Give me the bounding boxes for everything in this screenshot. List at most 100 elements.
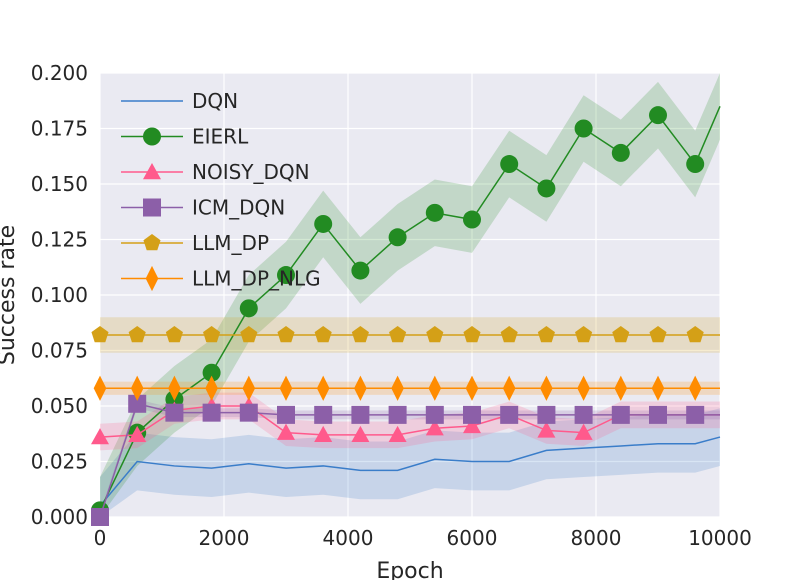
point-eierl (500, 155, 519, 174)
point-eierl (425, 203, 444, 222)
point-llm_dp (649, 325, 667, 343)
point-noisy_dqn (463, 416, 481, 434)
point-llm_dp (575, 325, 593, 343)
legend-label: NOISY_DQN (192, 160, 310, 184)
point-llm_dp_nlg (688, 375, 702, 401)
point-noisy_dqn (277, 423, 295, 440)
point-llm_dp_nlg (651, 375, 665, 401)
legend-label: EIERL (192, 125, 249, 149)
point-noisy_dqn (388, 425, 407, 443)
y-tick-label: 0.000 (31, 505, 88, 529)
x-tick-label: 8000 (571, 526, 622, 550)
point-icm_dqn (425, 405, 444, 424)
point-eierl (388, 228, 407, 247)
point-icm_dqn (314, 405, 333, 424)
point-llm_dp_nlg (242, 375, 256, 401)
point-eierl (463, 210, 481, 229)
y-axis-label: Success rate (0, 225, 20, 365)
point-eierl (611, 143, 630, 162)
point-noisy_dqn (351, 425, 370, 443)
point-icm_dqn (128, 394, 147, 413)
legend-marker (143, 127, 161, 146)
point-llm_dp (277, 325, 295, 343)
x-tick-label: 2000 (199, 526, 250, 550)
point-llm_dp_nlg (614, 375, 628, 401)
band-eierl (100, 73, 720, 517)
point-noisy_dqn (574, 423, 593, 440)
point-llm_dp (165, 325, 183, 343)
point-noisy_dqn (425, 419, 444, 436)
point-icm_dqn (388, 405, 407, 424)
x-tick-label: 6000 (447, 526, 498, 550)
y-tick-label: 0.200 (31, 61, 88, 85)
point-eierl (351, 261, 370, 280)
point-icm_dqn (463, 405, 481, 424)
y-tick-label: 0.075 (31, 339, 88, 363)
point-llm_dp (612, 325, 630, 343)
point-icm_dqn (277, 405, 295, 424)
point-icm_dqn (574, 405, 593, 424)
point-icm_dqn (611, 405, 630, 424)
point-llm_dp_nlg (391, 375, 404, 401)
point-llm_dp (351, 325, 369, 343)
y-tick-label: 0.100 (31, 283, 88, 307)
point-eierl (277, 266, 295, 285)
x-axis-label: Epoch (376, 559, 443, 580)
x-tick-label: 4000 (323, 526, 374, 550)
point-llm_dp (426, 325, 444, 343)
point-icm_dqn (500, 405, 519, 424)
legend-label: ICM_DQN (192, 196, 285, 220)
point-llm_dp (128, 325, 146, 343)
point-llm_dp_nlg (168, 375, 181, 401)
point-llm_dp (463, 325, 481, 343)
point-llm_dp_nlg (465, 375, 479, 401)
y-tick-label: 0.050 (31, 394, 88, 418)
point-llm_dp (203, 325, 221, 343)
line-dqn (99, 436, 721, 507)
point-eierl (574, 119, 593, 138)
legend-marker (143, 198, 161, 217)
point-icm_dqn (91, 508, 109, 526)
point-eierl (537, 179, 556, 198)
point-llm_dp_nlg (577, 375, 590, 401)
legend-marker (143, 234, 161, 251)
point-eierl (239, 299, 258, 318)
point-icm_dqn (649, 405, 667, 424)
point-llm_dp_nlg (428, 375, 442, 401)
point-llm_dp_nlg (502, 375, 516, 401)
y-tick-label: 0.150 (31, 172, 88, 196)
point-icm_dqn (686, 405, 705, 424)
legend-label: LLM_DP_NLG (192, 267, 321, 291)
point-llm_dp_nlg (130, 375, 144, 401)
point-eierl (202, 363, 221, 382)
point-llm_dp (389, 325, 407, 343)
point-llm_dp_nlg (354, 375, 367, 401)
point-eierl (649, 106, 667, 125)
point-eierl (314, 214, 333, 233)
point-llm_dp (500, 325, 518, 343)
point-llm_dp_nlg (93, 375, 107, 401)
legend-label: DQN (192, 89, 238, 113)
y-tick-label: 0.125 (31, 228, 88, 252)
point-icm_dqn (165, 403, 184, 422)
point-llm_dp_nlg (316, 375, 330, 401)
legend-marker (145, 265, 159, 292)
x-tick-label: 0 (94, 526, 107, 550)
point-llm_dp (240, 325, 258, 343)
point-llm_dp_nlg (540, 375, 553, 401)
x-tick-label: 10000 (688, 526, 752, 550)
point-llm_dp_nlg (205, 375, 218, 401)
point-llm_dp (314, 325, 332, 343)
y-tick-label: 0.025 (31, 450, 88, 474)
band-dqn (100, 408, 720, 517)
point-llm_dp_nlg (279, 375, 293, 401)
point-icm_dqn (239, 403, 258, 422)
point-icm_dqn (537, 405, 556, 424)
point-noisy_dqn (91, 428, 109, 445)
point-noisy_dqn (537, 421, 556, 438)
point-noisy_dqn (128, 425, 147, 443)
point-llm_dp (537, 325, 555, 343)
legend-label: LLM_DP (192, 231, 269, 255)
